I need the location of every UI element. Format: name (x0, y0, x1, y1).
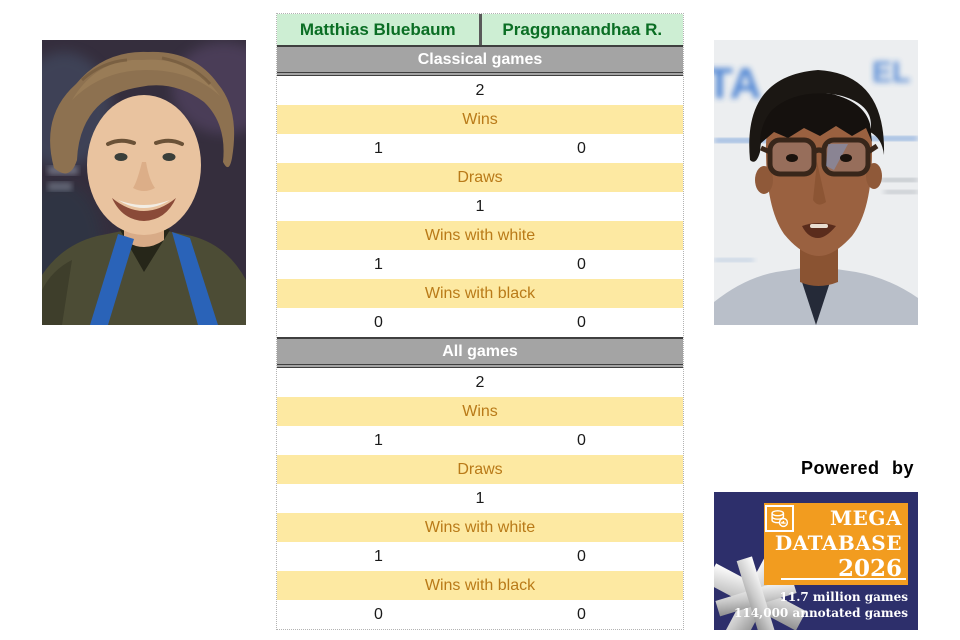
database-icon (765, 505, 794, 532)
stat-value-right: 0 (577, 255, 586, 273)
stat-value-left: 1 (374, 255, 383, 273)
stat-value-right: 0 (577, 605, 586, 623)
stat-value-left: 0 (374, 313, 383, 331)
stat-value-right: 0 (577, 431, 586, 449)
stat-value-left: 0 (374, 605, 383, 623)
stat-total-row: 1 (475, 197, 485, 215)
logo-line-year: 2026 (837, 555, 902, 582)
player-name-right: Praggnanandhaa R. (478, 14, 684, 45)
stat-value-left: 1 (374, 431, 383, 449)
stat-label-row: Wins with black (277, 571, 683, 600)
section-header: Classical games (277, 45, 683, 76)
photo-praggnanandhaa: TA EL (714, 40, 918, 325)
stat-value-right: 0 (577, 547, 586, 565)
section-header: All games (277, 337, 683, 368)
logo-stat-games: 11.7 million games (779, 590, 909, 604)
stat-label-row: Wins with white (277, 221, 683, 250)
portrait-right-illustration: TA EL (714, 40, 918, 325)
stat-total-row: 2 (475, 373, 485, 391)
stat-value-left: 1 (374, 139, 383, 157)
logo-underline (781, 578, 906, 580)
logo-title: MEGA DATABASE 2026 (775, 506, 902, 581)
powered-by-label: Powered by (800, 458, 914, 478)
photo-matthias-bluebaum (42, 40, 246, 325)
svg-text:EL: EL (872, 56, 910, 89)
stat-label-row: Wins (277, 105, 683, 134)
logo-stats: 11.7 million games 114,000 annotated gam… (734, 589, 908, 621)
stat-value-left: 1 (374, 547, 383, 565)
svg-text:TA: TA (714, 59, 761, 108)
logo-stat-annotated: 114,000 annotated games (734, 606, 908, 620)
stat-total-row: 2 (475, 81, 485, 99)
database-glyph (771, 510, 789, 528)
stat-label-row: Draws (277, 455, 683, 484)
mega-database-logo: MEGA DATABASE 2026 11.7 million games 11… (714, 492, 918, 630)
stat-label-row: Wins (277, 397, 683, 426)
stat-total-row: 1 (475, 489, 485, 507)
portrait-left-illustration (42, 40, 246, 325)
logo-orange-panel: MEGA DATABASE 2026 (764, 503, 908, 585)
stat-label-row: Wins with black (277, 279, 683, 308)
stat-label-row: Draws (277, 163, 683, 192)
table-header-row: Matthias Bluebaum Praggnanandhaa R. (277, 14, 683, 45)
stats-table: Matthias Bluebaum Praggnanandhaa R. Clas… (276, 13, 684, 630)
logo-line-mega: MEGA (830, 506, 902, 530)
stat-value-right: 0 (577, 313, 586, 331)
player-name-left: Matthias Bluebaum (299, 19, 456, 39)
logo-line-database: DATABASE (774, 531, 902, 555)
stat-value-right: 0 (577, 139, 586, 157)
stat-label-row: Wins with white (277, 513, 683, 542)
